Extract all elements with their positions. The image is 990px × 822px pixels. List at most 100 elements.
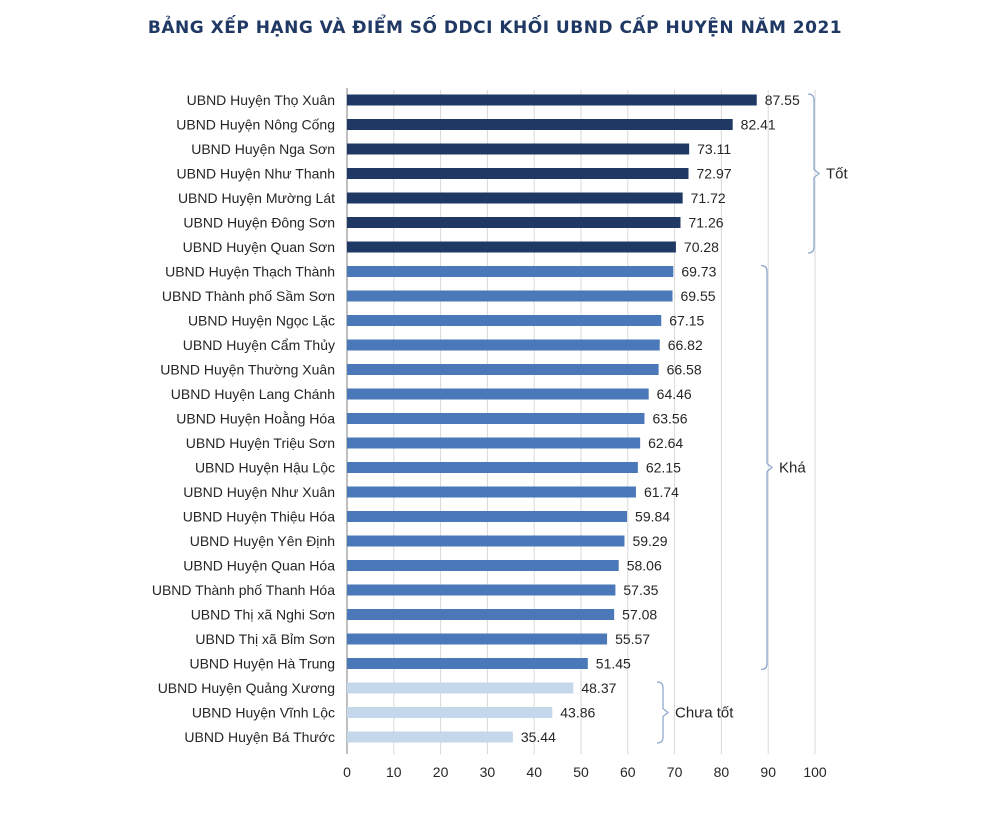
category-label: UBND Huyện Quan Hóa	[183, 558, 335, 574]
bar	[347, 731, 513, 743]
bar	[347, 364, 659, 375]
bar	[347, 290, 673, 302]
group-label: Chưa tốt	[675, 705, 734, 722]
bar	[347, 168, 689, 179]
bar	[347, 584, 616, 596]
x-tick-label: 70	[667, 764, 683, 780]
data-label: 64.46	[657, 386, 692, 402]
data-label: 35.44	[521, 729, 556, 745]
bar	[347, 143, 690, 155]
data-label: 66.82	[668, 337, 703, 353]
category-label: UBND Huyện Như Xuân	[183, 484, 335, 500]
category-label: UBND Huyện Nga Sơn	[191, 141, 335, 157]
x-tick-label: 40	[526, 764, 542, 780]
bar	[347, 682, 574, 694]
x-tick-label: 20	[433, 764, 449, 780]
x-tick-label: 10	[386, 764, 402, 780]
category-label: UBND Huyện Đông Sơn	[183, 215, 335, 231]
group-bracket	[656, 681, 670, 744]
bar	[347, 462, 638, 473]
data-label: 63.56	[652, 411, 687, 427]
category-label: UBND Huyện Quảng Xương	[158, 680, 335, 696]
data-label: 59.84	[635, 509, 670, 525]
x-tick-label: 60	[620, 764, 636, 780]
bar	[347, 217, 681, 228]
x-tick-label: 80	[714, 764, 730, 780]
group-bracket	[760, 264, 774, 671]
data-label: 61.74	[644, 484, 679, 500]
bar	[347, 486, 636, 498]
data-label: 55.57	[615, 631, 650, 647]
category-label: UBND Huyện Hậu Lộc	[195, 460, 335, 476]
data-label: 66.58	[667, 362, 702, 378]
data-label: 43.86	[560, 705, 595, 721]
category-label: UBND Huyện Hà Trung	[189, 656, 335, 672]
category-label: UBND Thị xã Bỉm Sơn	[195, 631, 335, 647]
bar	[347, 658, 588, 669]
category-label: UBND Huyện Như Thanh	[176, 166, 335, 182]
category-label: UBND Huyện Lang Chánh	[171, 386, 335, 402]
x-tick-label: 90	[760, 764, 776, 780]
data-label: 67.15	[669, 313, 704, 329]
category-label: UBND Huyện Thạch Thành	[165, 264, 335, 280]
data-label: 87.55	[765, 92, 800, 108]
group-bracket	[807, 93, 821, 254]
category-label: UBND Huyện Mường Lát	[178, 190, 335, 206]
category-label: UBND Huyện Hoằng Hóa	[176, 411, 335, 427]
category-label: UBND Huyện Nông Cống	[176, 117, 335, 133]
bar	[347, 535, 625, 547]
bar	[347, 339, 660, 351]
category-label: UBND Thành phố Thanh Hóa	[152, 582, 335, 598]
data-label: 73.11	[697, 141, 731, 157]
category-label: UBND Huyện Thiệu Hóa	[183, 509, 335, 525]
x-tick-label: 0	[343, 764, 351, 780]
category-label: UBND Huyện Thọ Xuân	[187, 92, 335, 108]
group-label: Tốt	[826, 166, 849, 183]
bar	[347, 192, 683, 204]
category-label: UBND Huyện Ngọc Lặc	[188, 313, 335, 329]
x-tick-label: 100	[803, 764, 827, 780]
bar	[347, 413, 645, 424]
category-label: UBND Huyện Vĩnh Lộc	[192, 705, 335, 721]
bar	[347, 511, 628, 522]
bar	[347, 609, 615, 620]
bar	[347, 94, 757, 106]
data-label: 70.28	[684, 239, 719, 255]
bar	[347, 633, 608, 645]
bar	[347, 388, 649, 400]
data-label: 71.26	[688, 215, 723, 231]
data-label: 48.37	[581, 680, 616, 696]
chart-title: BẢNG XẾP HẠNG VÀ ĐIỂM SỐ DDCI KHỐI UBND …	[147, 18, 843, 38]
data-label: 72.97	[696, 166, 731, 182]
category-label: UBND Huyện Yên Định	[190, 533, 335, 549]
bar	[347, 707, 553, 718]
category-label: UBND Huyện Thường Xuân	[160, 362, 335, 378]
data-label: 62.64	[648, 435, 683, 451]
data-label: 69.73	[681, 264, 716, 280]
data-label: 59.29	[632, 533, 667, 549]
data-label: 62.15	[646, 460, 681, 476]
category-label: UBND Thành phố Sầm Sơn	[162, 288, 335, 304]
group-label: Khá	[779, 460, 806, 477]
category-label: UBND Huyện Triệu Sơn	[186, 435, 335, 451]
data-label: 57.08	[622, 607, 657, 623]
data-label: 51.45	[596, 656, 631, 672]
bar	[347, 560, 619, 571]
x-tick-label: 30	[480, 764, 496, 780]
data-label: 71.72	[691, 190, 726, 206]
category-label: UBND Thị xã Nghi Sơn	[191, 607, 335, 623]
category-label: UBND Huyện Cẩm Thủy	[183, 337, 335, 353]
data-label: 58.06	[627, 558, 662, 574]
category-label: UBND Huyện Bá Thước	[184, 729, 335, 745]
category-label: UBND Huyện Quan Sơn	[183, 239, 335, 255]
bar	[347, 119, 733, 130]
bar	[347, 315, 662, 326]
bar	[347, 437, 641, 449]
bar	[347, 266, 674, 277]
x-tick-label: 50	[573, 764, 589, 780]
data-label: 69.55	[680, 288, 715, 304]
bar	[347, 241, 676, 253]
data-label: 82.41	[741, 117, 776, 133]
